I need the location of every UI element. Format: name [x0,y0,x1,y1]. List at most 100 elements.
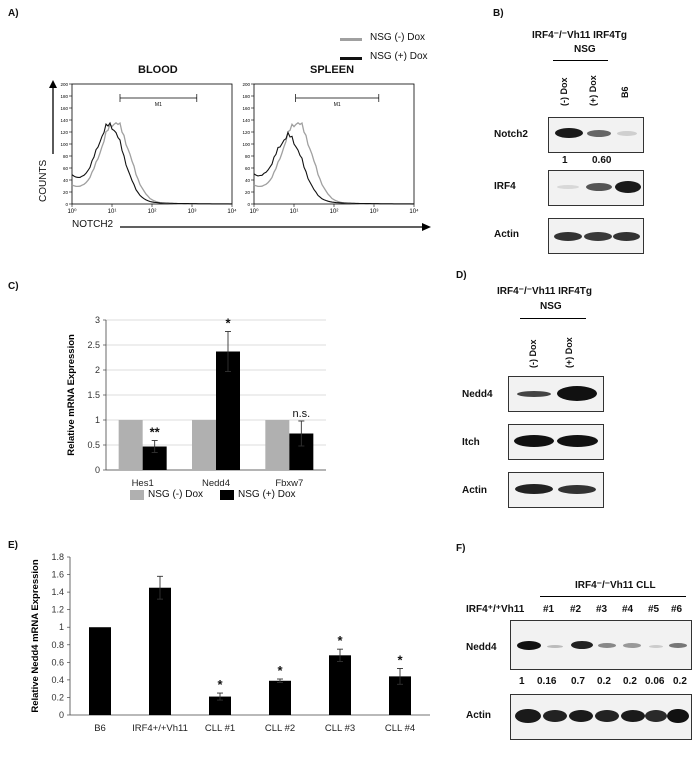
quant-f-6: 0.2 [673,676,687,687]
chart-c: 0 0.5 1 1.5 2 2.5 3 Relative mRNA Expression Hes… [66,315,326,489]
lane-label-f-2: #2 [570,604,582,615]
histogram-xtick-label-blood: 10⁰ [67,208,77,215]
histogram-ytick-label-blood: 20 [63,190,69,195]
chart-c-significance: ** [150,425,161,440]
lane-label-d-plus-dox: (+) Dox [564,337,574,368]
quant-notch2-lane1: 1 [562,155,568,166]
histogram-ytick-label-spleen: 100 [242,142,250,147]
lane-label-minus-dox: (-) Dox [559,77,569,107]
quant-f-3: 0.2 [597,676,611,687]
lane-label-plus-dox: (+) Dox [588,75,598,106]
notch2-axis-label: NOTCH2 [72,219,114,230]
lane-label-f-4: #4 [622,604,634,615]
counts-label: COUNTS [38,159,49,202]
panel-d-header: IRF4⁻/⁻Vh11 IRF4Tg [497,286,593,297]
histogram-ytick-label-spleen: 120 [242,130,250,135]
chart-e-ytick-label: 0 [59,710,64,720]
chart-c-ytick-label: 0.5 [87,440,100,450]
chart-e-category-label: CLL #3 [325,723,355,734]
histogram-xtick-label-blood: 10⁴ [227,208,237,215]
histogram-ytick-label-blood: 200 [60,82,68,87]
histogram-ytick-label-spleen: 60 [245,166,251,171]
histogram-curve-plus-dox-spleen [253,130,414,205]
chart-c-category-label: Hes1 [132,478,154,489]
histogram-ytick-label-blood: 140 [60,118,68,123]
chart-c-bar-0-2 [265,420,290,470]
histogram-frame-spleen [253,83,415,205]
chart-c-significance: n.s. [292,408,310,420]
histogram-ytick-label-spleen: 40 [245,178,251,183]
chart-e-ytick-label: 1.6 [51,570,64,580]
chart-c-ylabel: Relative mRNA Expression [66,334,77,456]
counts-arrow [49,80,57,154]
row-label-notch2: Notch2 [494,129,528,140]
chart-e-ytick-label: 1.2 [51,605,64,615]
chart-c-legend-swatch-minus [130,490,144,500]
chart-e-ytick-label: 1.4 [51,587,64,597]
chart-e-ytick-label: 0.6 [51,657,64,667]
legend-swatch-minus-dox [340,38,362,41]
chart-e-category-label: CLL #4 [385,723,415,734]
quant-f-1: 0.16 [537,676,557,687]
histogram-ytick-label-blood: 100 [60,142,68,147]
chart-e-significance: * [337,633,343,648]
blot-actin-b [548,218,644,254]
histogram-xtick-label-spleen: 10⁰ [249,208,259,215]
lane-label-f-ref: IRF4⁺/⁺Vh11 [466,604,525,615]
chart-e-category-label: CLL #1 [205,723,235,734]
histogram-xtick-label-blood: 10¹ [108,209,117,215]
chart-c-bar-1-0 [142,446,167,470]
histogram-ytick-label-spleen: 160 [242,106,250,111]
histogram-curve-plus-dox-blood [71,121,232,205]
chart-e-ylabel: Relative Nedd4 mRNA Expression [30,559,41,712]
chart-c-category-label: Nedd4 [202,478,230,489]
lane-label-b6: B6 [620,86,630,98]
quant-notch2-lane2: 0.60 [592,155,612,166]
quant-f-5: 0.06 [645,676,665,687]
histogram-title-blood: BLOOD [138,64,178,76]
chart-e-significance: * [397,652,403,667]
chart-e-bar-0-1 [149,587,171,715]
row-label-irf4: IRF4 [494,181,516,192]
histogram-ytick-label-blood: 0 [65,202,68,207]
chart-e-bar-0-3 [269,680,291,715]
histogram-ytick-label-blood: 120 [60,130,68,135]
chart-c-ytick-label: 1.5 [87,390,100,400]
histogram-ytick-label-spleen: 200 [242,82,250,87]
chart-c-bar-0-1 [192,420,216,470]
histogram-ytick-label-blood: 80 [63,154,69,159]
notch2-arrow [120,223,431,231]
chart-c-legend-label-plus: NSG (+) Dox [238,489,296,500]
histogram-ytick-label-spleen: 0 [247,202,250,207]
blot-notch2 [548,117,644,153]
row-label-actin-b: Actin [494,229,519,240]
histogram-frame-blood [71,83,233,205]
chart-c-ytick-label: 0 [95,465,100,475]
chart-e-ytick-label: 0.8 [51,640,64,650]
lane-label-f-1: #1 [543,604,555,615]
histogram-ytick-label-spleen: 20 [245,190,251,195]
chart-e-ytick-label: 0.2 [51,692,64,702]
gate-label-blood: M1 [155,102,162,108]
chart-c-ytick-label: 2 [95,365,100,375]
lane-group-line-f [540,596,686,597]
quant-f-2: 0.7 [571,676,585,687]
histogram-ytick-label-spleen: 180 [242,94,250,99]
histogram-ytick-label-spleen: 80 [245,154,251,159]
chart-c-significance: * [225,316,231,331]
gate-label-spleen: M1 [334,102,341,108]
lane-label-f-3: #3 [596,604,608,615]
legend-swatch-plus-dox [340,57,362,60]
panel-label-d: D) [456,270,467,281]
lane-label-d-minus-dox: (-) Dox [528,339,538,369]
histogram-xtick-label-blood: 10² [148,209,157,215]
chart-e-bar-0-0 [89,627,111,715]
histogram-xtick-label-spleen: 10³ [370,209,379,215]
histogram-xtick-label-spleen: 10⁴ [409,208,419,215]
panel-d-header-nsg: NSG [540,301,562,312]
chart-e-category-label: B6 [94,723,106,734]
chart-c-legend-label-minus: NSG (-) Dox [148,489,203,500]
blot-irf4 [548,170,644,206]
chart-c-ytick-label: 2.5 [87,340,100,350]
chart-e-bar-0-4 [329,655,351,715]
